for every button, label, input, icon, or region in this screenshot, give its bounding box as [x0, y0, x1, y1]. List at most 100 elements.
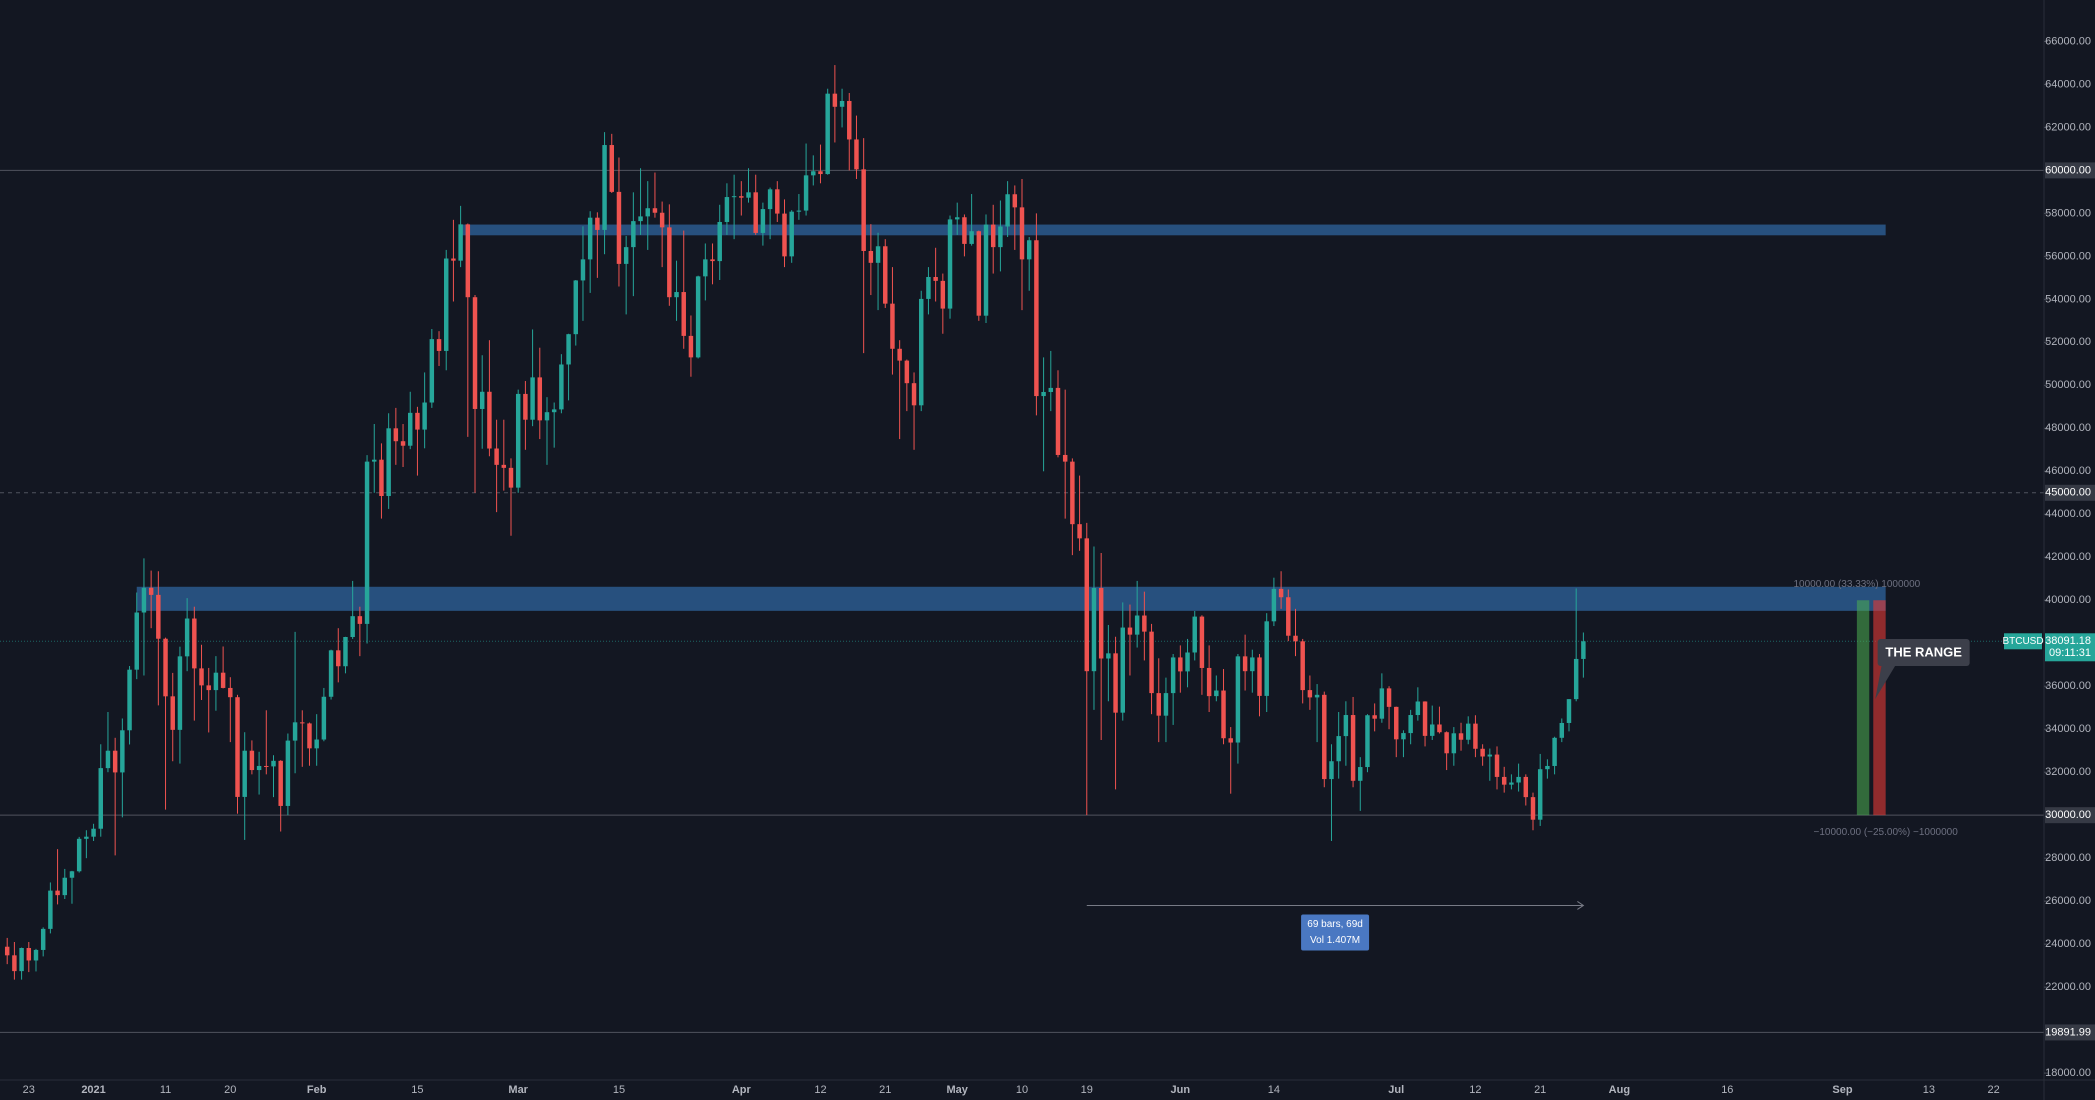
candle-body — [112, 750, 118, 773]
candle-body — [285, 740, 291, 806]
y-tick-label: 62000.00 — [2045, 121, 2091, 133]
candle-body — [1559, 722, 1565, 738]
range-up-bar — [1856, 600, 1870, 816]
candle-body — [695, 276, 701, 358]
price-line-label-bg — [2045, 162, 2095, 179]
candle-body — [386, 428, 391, 497]
candle-body — [84, 836, 89, 839]
candle-body — [436, 339, 442, 351]
candle-body — [105, 750, 111, 769]
x-tick-label: 16 — [1721, 1084, 1733, 1096]
candles-layer — [4, 65, 1586, 980]
candle-body — [919, 298, 924, 406]
candle-body — [623, 247, 629, 264]
candle-body — [1062, 454, 1068, 462]
candle-body — [1329, 761, 1334, 780]
candle-body — [69, 871, 75, 878]
candle-body — [1026, 240, 1032, 260]
candle-body — [249, 750, 255, 771]
candle-body — [1451, 733, 1457, 754]
candle-body — [659, 212, 665, 228]
candle-body — [652, 208, 658, 213]
candle-body — [1523, 776, 1529, 798]
x-tick-label: 21 — [879, 1084, 891, 1096]
y-tick-label: 26000.00 — [2045, 895, 2091, 907]
candle-body — [587, 217, 593, 260]
candle-body — [40, 928, 46, 950]
candle-body — [566, 334, 571, 365]
candle-body — [343, 637, 348, 667]
axis-layer: 66000.00 64000.00 62000.00 58000.00 56000.00… — [23, 35, 2095, 1096]
y-tick-label: 46000.00 — [2045, 465, 2091, 477]
x-tick-label: 2021 — [81, 1084, 105, 1096]
candle-body — [1214, 690, 1219, 697]
zones-layer — [136, 224, 1886, 611]
candle-body — [55, 890, 60, 896]
candle-body — [739, 196, 744, 198]
candle-body — [141, 587, 147, 613]
candle-body — [242, 750, 247, 797]
measure-box — [1301, 914, 1370, 951]
candle-body — [580, 259, 586, 281]
candle-body — [1401, 733, 1406, 740]
candle-body — [76, 838, 82, 872]
candle-body — [33, 949, 39, 961]
candle-body — [451, 258, 456, 261]
candle-body — [278, 760, 283, 806]
candle-body — [1314, 694, 1320, 698]
candle-body — [1185, 652, 1190, 672]
y-tick-label: 66000.00 — [2045, 35, 2091, 47]
measure-volume: Vol 1.407M — [1310, 935, 1360, 946]
candle-body — [184, 618, 190, 657]
candle-body — [875, 246, 881, 263]
candle-body — [1322, 694, 1327, 780]
candle-body — [746, 192, 751, 198]
candle-body — [328, 650, 334, 697]
x-tick-label: 12 — [1469, 1084, 1481, 1096]
price-line-label-bg — [2045, 484, 2095, 501]
candle-body — [264, 765, 269, 767]
candle-body — [163, 638, 168, 697]
candle-body — [811, 171, 816, 176]
candle-body — [1343, 715, 1349, 737]
y-tick-label: 58000.00 — [2045, 207, 2091, 219]
candle-body — [1041, 391, 1046, 397]
candle-body — [724, 197, 730, 222]
candle-body — [12, 955, 17, 972]
candle-body — [19, 948, 24, 972]
price-line-label: 19891.99 — [2045, 1026, 2091, 1038]
candle-body — [616, 191, 622, 264]
candle-body — [364, 461, 370, 624]
candle-body — [300, 722, 305, 724]
price-line-label-bg — [2045, 807, 2095, 824]
candle-body — [1437, 724, 1442, 733]
candle-body — [990, 224, 996, 248]
candle-body — [62, 877, 68, 896]
y-tick-label: 36000.00 — [2045, 680, 2091, 692]
candle-body — [515, 393, 521, 488]
candle-body — [26, 948, 32, 961]
last-price-value: 38091.18 — [2045, 635, 2091, 647]
y-tick-label: 40000.00 — [2045, 594, 2091, 606]
candle-body — [854, 139, 859, 170]
candle-body — [775, 189, 780, 214]
candle-body — [494, 448, 499, 465]
candle-body — [1199, 616, 1205, 668]
candle-body — [372, 459, 377, 462]
callout-box — [1877, 639, 1970, 666]
candle-body — [1048, 387, 1054, 392]
candle-body — [429, 339, 435, 403]
candle-body — [1480, 748, 1485, 757]
x-tick-label: 13 — [1923, 1084, 1935, 1096]
candle-body — [228, 687, 233, 698]
x-tick-label: 11 — [160, 1084, 171, 1096]
candle-body — [1149, 631, 1154, 694]
x-tick-label: Jul — [1388, 1084, 1404, 1096]
candle-body — [969, 231, 974, 244]
candle-body — [98, 768, 103, 829]
x-tick-label: Jun — [1171, 1084, 1191, 1096]
y-tick-label: 64000.00 — [2045, 78, 2091, 90]
candle-body — [674, 292, 679, 298]
candle-body — [1415, 701, 1421, 716]
candle-body — [400, 441, 406, 446]
